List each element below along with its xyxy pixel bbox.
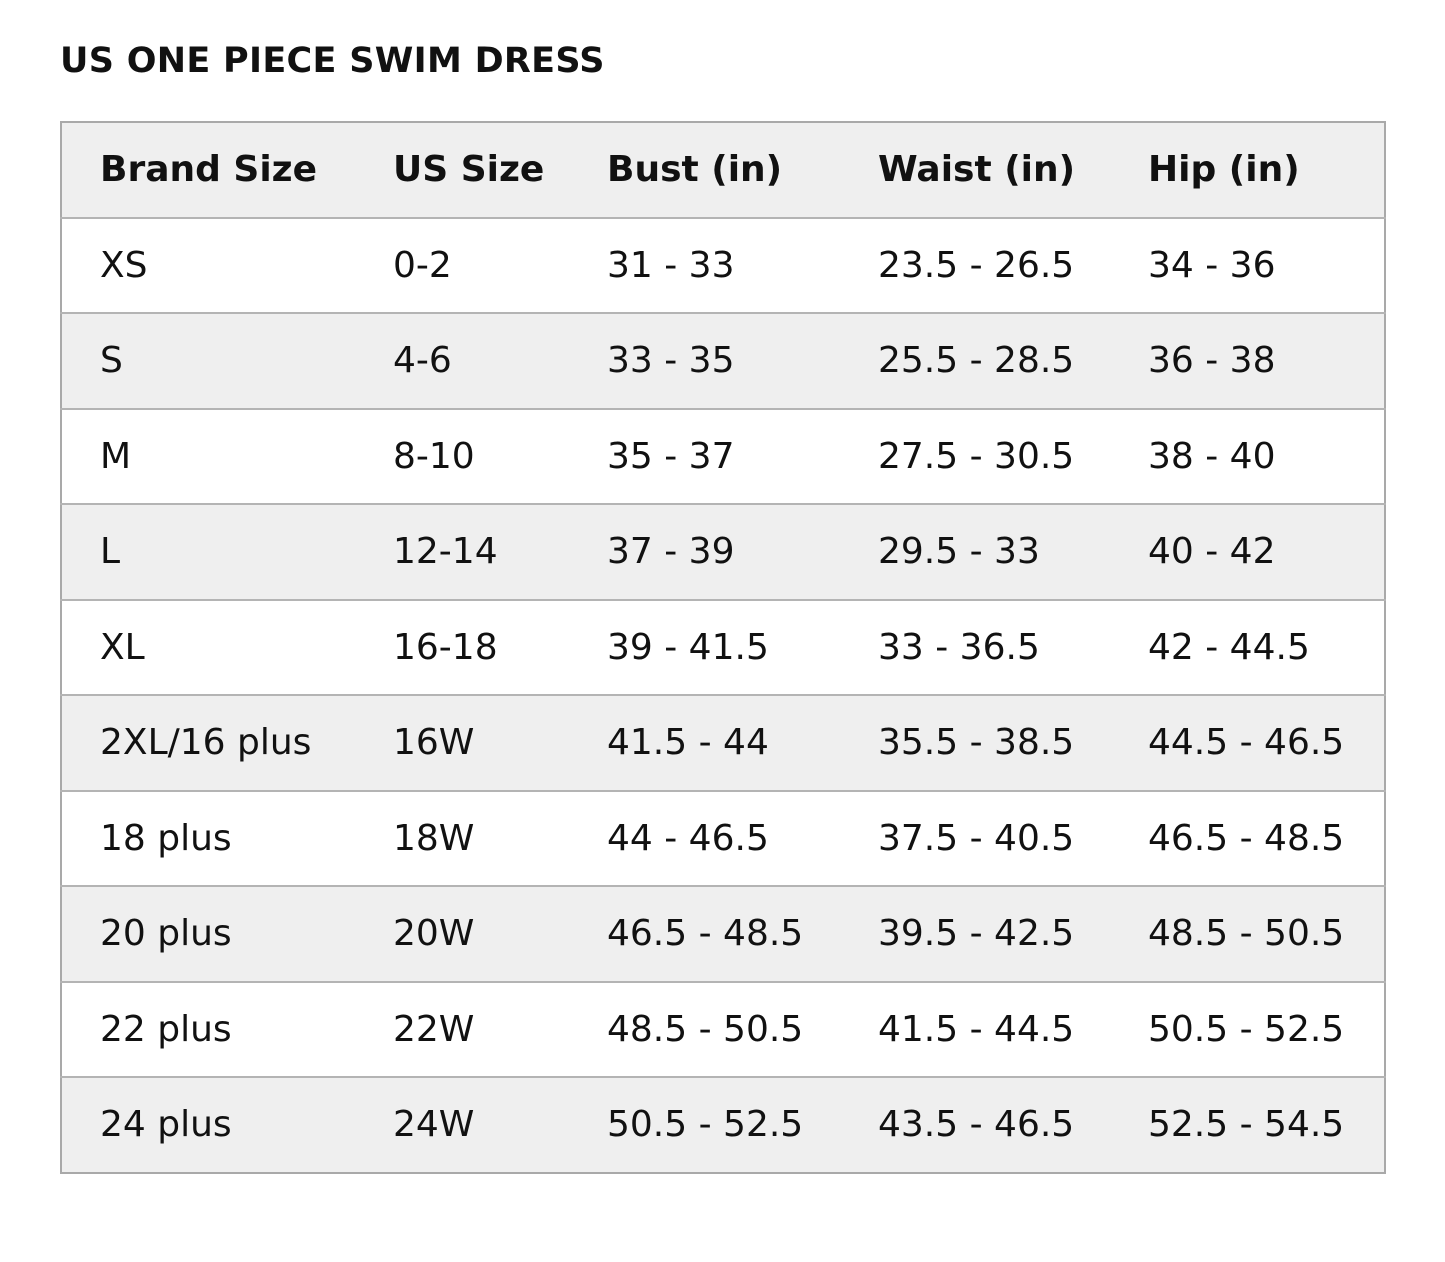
cell-brand-size: M xyxy=(61,408,355,505)
table-row: XS 0-2 31 - 33 23.5 - 26.5 34 - 36 xyxy=(61,217,1385,314)
cell-bust: 39 - 41.5 xyxy=(569,599,840,696)
cell-hip: 40 - 42 xyxy=(1110,504,1385,601)
header-hip: Hip (in) xyxy=(1110,122,1385,219)
table-row: 2XL/16 plus 16W 41.5 - 44 35.5 - 38.5 44… xyxy=(61,695,1385,792)
table-row: XL 16-18 39 - 41.5 33 - 36.5 42 - 44.5 xyxy=(61,599,1385,696)
cell-waist: 25.5 - 28.5 xyxy=(840,313,1110,410)
cell-waist: 43.5 - 46.5 xyxy=(878,1104,1075,1146)
cell-brand-size: S xyxy=(61,313,355,410)
table-header-row: Brand Size US Size Bust (in) Waist (in) … xyxy=(61,122,1385,219)
cell-bust: 41.5 - 44 xyxy=(569,695,840,792)
table-row: M 8-10 35 - 37 27.5 - 30.5 38 - 40 xyxy=(61,408,1385,505)
header-waist: Waist (in) xyxy=(840,122,1110,219)
cell-us-size: 4-6 xyxy=(355,313,569,410)
size-chart-table: Brand Size US Size Bust (in) Waist (in) … xyxy=(60,121,1386,1174)
cell-bust: 31 - 33 xyxy=(569,217,840,314)
cell-us-size: 0-2 xyxy=(355,217,569,314)
cell-waist: 23.5 - 26.5 xyxy=(840,217,1110,314)
cell-bust: 48.5 - 50.5 xyxy=(569,981,840,1078)
cell-bust: 44 - 46.5 xyxy=(569,790,840,887)
cell-hip: 44.5 - 46.5 xyxy=(1110,695,1385,792)
cell-waist: 39.5 - 42.5 xyxy=(840,886,1110,983)
cell-waist: 41.5 - 44.5 xyxy=(840,981,1110,1078)
cell-brand-size: 2XL/16 plus xyxy=(61,695,355,792)
cell-hip: 34 - 36 xyxy=(1110,217,1385,314)
cell-brand-size: 18 plus xyxy=(61,790,355,887)
cell-bust: 35 - 37 xyxy=(569,408,840,505)
cell-us-size: 18W xyxy=(355,790,569,887)
cell-brand-size: L xyxy=(61,504,355,601)
cell-hip: 46.5 - 48.5 xyxy=(1110,790,1385,887)
cell-hip: 48.5 - 50.5 xyxy=(1110,886,1385,983)
cell-us-size: 12-14 xyxy=(355,504,569,601)
cell-bust: 46.5 - 48.5 xyxy=(569,886,840,983)
cell-bust: 50.5 - 52.5 xyxy=(607,1104,804,1146)
table-row: 22 plus 22W 48.5 - 50.5 41.5 - 44.5 50.5… xyxy=(61,981,1385,1078)
cell-hip: 50.5 - 52.5 xyxy=(1110,981,1385,1078)
page-title: US ONE PIECE SWIM DRESS xyxy=(60,41,605,81)
cell-brand-size: 24 plus xyxy=(100,1104,232,1146)
cell-hip: 52.5 - 54.5 xyxy=(1148,1104,1345,1146)
table-row: 20 plus 20W 46.5 - 48.5 39.5 - 42.5 48.5… xyxy=(61,886,1385,983)
cell-bust: 37 - 39 xyxy=(569,504,840,601)
header-us-size: US Size xyxy=(355,122,569,219)
cell-us-size: 20W xyxy=(355,886,569,983)
cell-bust: 33 - 35 xyxy=(569,313,840,410)
table-row: 24 plus 24W 50.5 - 52.5 43.5 - 46.5 52.5… xyxy=(61,1077,1385,1173)
cell-waist: 35.5 - 38.5 xyxy=(840,695,1110,792)
cell-brand-size: 22 plus xyxy=(61,981,355,1078)
cell-us-size: 24W xyxy=(393,1104,475,1146)
cell-us-size: 8-10 xyxy=(355,408,569,505)
cell-waist: 33 - 36.5 xyxy=(840,599,1110,696)
cell-us-size: 16-18 xyxy=(355,599,569,696)
cell-hip: 36 - 38 xyxy=(1110,313,1385,410)
cell-waist: 29.5 - 33 xyxy=(840,504,1110,601)
header-bust: Bust (in) xyxy=(569,122,840,219)
cell-waist: 27.5 - 30.5 xyxy=(840,408,1110,505)
header-brand-size: Brand Size xyxy=(61,122,355,219)
cell-us-size: 16W xyxy=(355,695,569,792)
table-row: L 12-14 37 - 39 29.5 - 33 40 - 42 xyxy=(61,504,1385,601)
cell-hip: 42 - 44.5 xyxy=(1110,599,1385,696)
table-row: 18 plus 18W 44 - 46.5 37.5 - 40.5 46.5 -… xyxy=(61,790,1385,887)
cell-brand-size: XL xyxy=(61,599,355,696)
table-row: S 4-6 33 - 35 25.5 - 28.5 36 - 38 xyxy=(61,313,1385,410)
cell-brand-size: 20 plus xyxy=(61,886,355,983)
cell-waist: 37.5 - 40.5 xyxy=(840,790,1110,887)
cell-us-size: 22W xyxy=(355,981,569,1078)
cell-brand-size: XS xyxy=(61,217,355,314)
cell-hip: 38 - 40 xyxy=(1110,408,1385,505)
